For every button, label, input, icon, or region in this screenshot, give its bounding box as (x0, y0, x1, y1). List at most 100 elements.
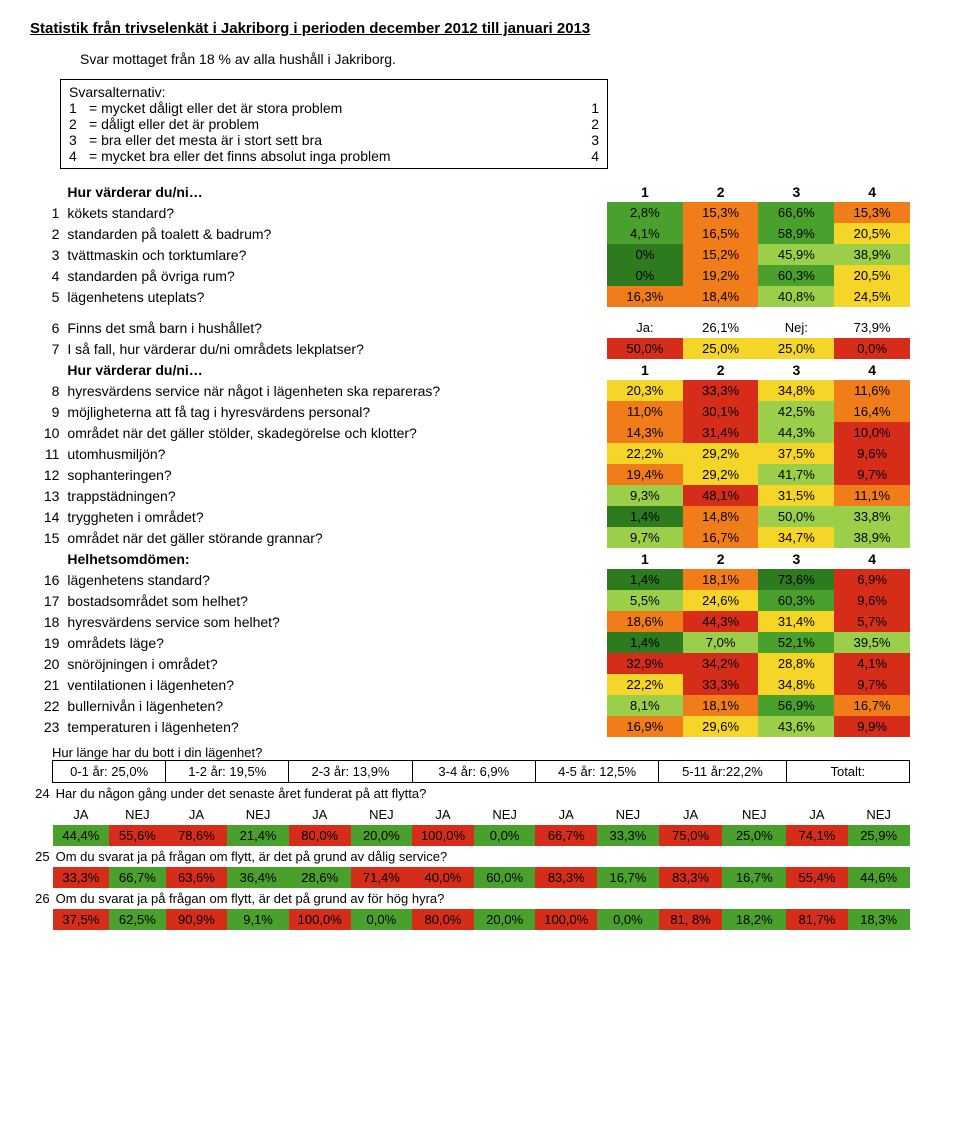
question-row: 7I så fall, hur värderar du/ni områdets … (30, 338, 910, 359)
q-text: utomhusmiljön? (63, 443, 607, 464)
pct-cell: 21,4% (227, 825, 289, 846)
q-num: 15 (30, 527, 63, 548)
q25-question-row: 25 Om du svarat ja på frågan om flytt, ä… (30, 846, 910, 867)
q-val: 6,9% (834, 569, 910, 590)
q-val: 20,5% (834, 223, 910, 244)
q26-num: 26 (30, 888, 53, 909)
alt-n: 4 (69, 148, 89, 164)
q-val: 34,2% (683, 653, 759, 674)
question-row: 19områdets läge?1,4%7,0%52,1%39,5% (30, 632, 910, 653)
q-text: tvättmaskin och torktumlare? (63, 244, 607, 265)
q-val: 16,5% (683, 223, 759, 244)
q26-question-row: 26 Om du svarat ja på frågan om flytt, ä… (30, 888, 910, 909)
q-text: bullernivån i lägenheten? (63, 695, 607, 716)
q-val: 25,0% (758, 338, 834, 359)
col3-header-2: 2 (683, 548, 759, 569)
q-val: 31,5% (758, 485, 834, 506)
q24-num: 24 (30, 783, 53, 805)
q-val: 1,4% (607, 632, 683, 653)
alt-heading: Svarsalternativ: (69, 84, 599, 100)
nej-header: NEJ (227, 804, 289, 825)
q-val: 60,3% (758, 590, 834, 611)
q-text: standarden på övriga rum? (63, 265, 607, 286)
q-val: 25,0% (683, 338, 759, 359)
duration-box: 2-3 år: 13,9% (289, 761, 412, 783)
q-num: 19 (30, 632, 63, 653)
q-num: 22 (30, 695, 63, 716)
pct-cell: 81,7% (786, 909, 848, 930)
alternatives-box: Svarsalternativ: 1= mycket dåligt eller … (60, 79, 608, 169)
pct-cell: 16,7% (597, 867, 659, 888)
pct-cell: 20,0% (474, 909, 536, 930)
alt-text: = dåligt eller det är problem (89, 116, 539, 132)
q-val: 31,4% (758, 611, 834, 632)
q-num: 14 (30, 506, 63, 527)
question-row: 16lägenhetens standard?1,4%18,1%73,6%6,9… (30, 569, 910, 590)
q-val: 10,0% (834, 422, 910, 443)
question-row: 12sophanteringen?19,4%29,2%41,7%9,7% (30, 464, 910, 485)
pct-cell: 80,0% (289, 825, 351, 846)
col2-header-3: 3 (758, 359, 834, 380)
alt-row: 2= dåligt eller det är problem2 (69, 116, 599, 132)
section3-header-row: Helhetsomdömen: 1 2 3 4 (30, 548, 910, 569)
q-val: 16,7% (683, 527, 759, 548)
q24-text: Har du någon gång under det senaste året… (53, 783, 910, 805)
pct-cell: 16,7% (722, 867, 786, 888)
ja-header: JA (659, 804, 723, 825)
q6-ja-val: 26,1% (683, 317, 759, 338)
q-val: 56,9% (758, 695, 834, 716)
row25: 33,3%66,7%63,6%36,4%28,6%71,4%40,0%60,0%… (30, 867, 910, 888)
q-num: 13 (30, 485, 63, 506)
q-val: 38,9% (834, 527, 910, 548)
q-val: 16,4% (834, 401, 910, 422)
nej-header: NEJ (848, 804, 910, 825)
pct-cell: 62,5% (109, 909, 166, 930)
q-text: området när det gäller störande grannar? (63, 527, 607, 548)
q24-question-row: 24 Har du någon gång under det senaste å… (30, 783, 910, 805)
q-text: sophanteringen? (63, 464, 607, 485)
q-val: 73,6% (758, 569, 834, 590)
q-val: 29,6% (683, 716, 759, 737)
q-num: 5 (30, 286, 63, 307)
pct-cell: 25,0% (722, 825, 786, 846)
pct-cell: 0,0% (351, 909, 413, 930)
question-row: 22bullernivån i lägenheten?8,1%18,1%56,9… (30, 695, 910, 716)
pct-cell: 100,0% (412, 825, 474, 846)
q-num: 8 (30, 380, 63, 401)
q6-nej-label: Nej: (758, 317, 834, 338)
q-num: 17 (30, 590, 63, 611)
q-text: hyresvärdens service som helhet? (63, 611, 607, 632)
q-val: 2,8% (607, 202, 683, 223)
question-row: 2standarden på toalett & badrum?4,1%16,5… (30, 223, 910, 244)
pct-cell: 33,3% (53, 867, 110, 888)
pct-cell: 63,6% (166, 867, 228, 888)
q-val: 18,6% (607, 611, 683, 632)
col2-header-4: 4 (834, 359, 910, 380)
q-val: 31,4% (683, 422, 759, 443)
row24: 44,4%55,6%78,6%21,4%80,0%20,0%100,0%0,0%… (30, 825, 910, 846)
ja-header: JA (412, 804, 474, 825)
col2-header-2: 2 (683, 359, 759, 380)
q-val: 4,1% (834, 653, 910, 674)
nej-header: NEJ (722, 804, 786, 825)
alt-text: = bra eller det mesta är i stort sett br… (89, 132, 539, 148)
pct-cell: 80,0% (412, 909, 474, 930)
section2-header: Hur värderar du/ni… (63, 359, 607, 380)
q-num: 23 (30, 716, 63, 737)
q-val: 0% (607, 244, 683, 265)
nej-header: NEJ (109, 804, 166, 825)
q-num: 1 (30, 202, 63, 223)
duration-box: 3-4 år: 6,9% (412, 761, 535, 783)
q-val: 32,9% (607, 653, 683, 674)
q-val: 20,5% (834, 265, 910, 286)
alt-row: 1= mycket dåligt eller det är stora prob… (69, 100, 599, 116)
pct-cell: 78,6% (166, 825, 228, 846)
q-val: 16,7% (834, 695, 910, 716)
question-row: 15området när det gäller störande granna… (30, 527, 910, 548)
q-val: 37,5% (758, 443, 834, 464)
col-header-3: 3 (758, 181, 834, 202)
q-val: 5,5% (607, 590, 683, 611)
q-val: 43,6% (758, 716, 834, 737)
nej-header: NEJ (474, 804, 536, 825)
duration-question: Hur länge har du bott i din lägenhet? (52, 745, 930, 760)
